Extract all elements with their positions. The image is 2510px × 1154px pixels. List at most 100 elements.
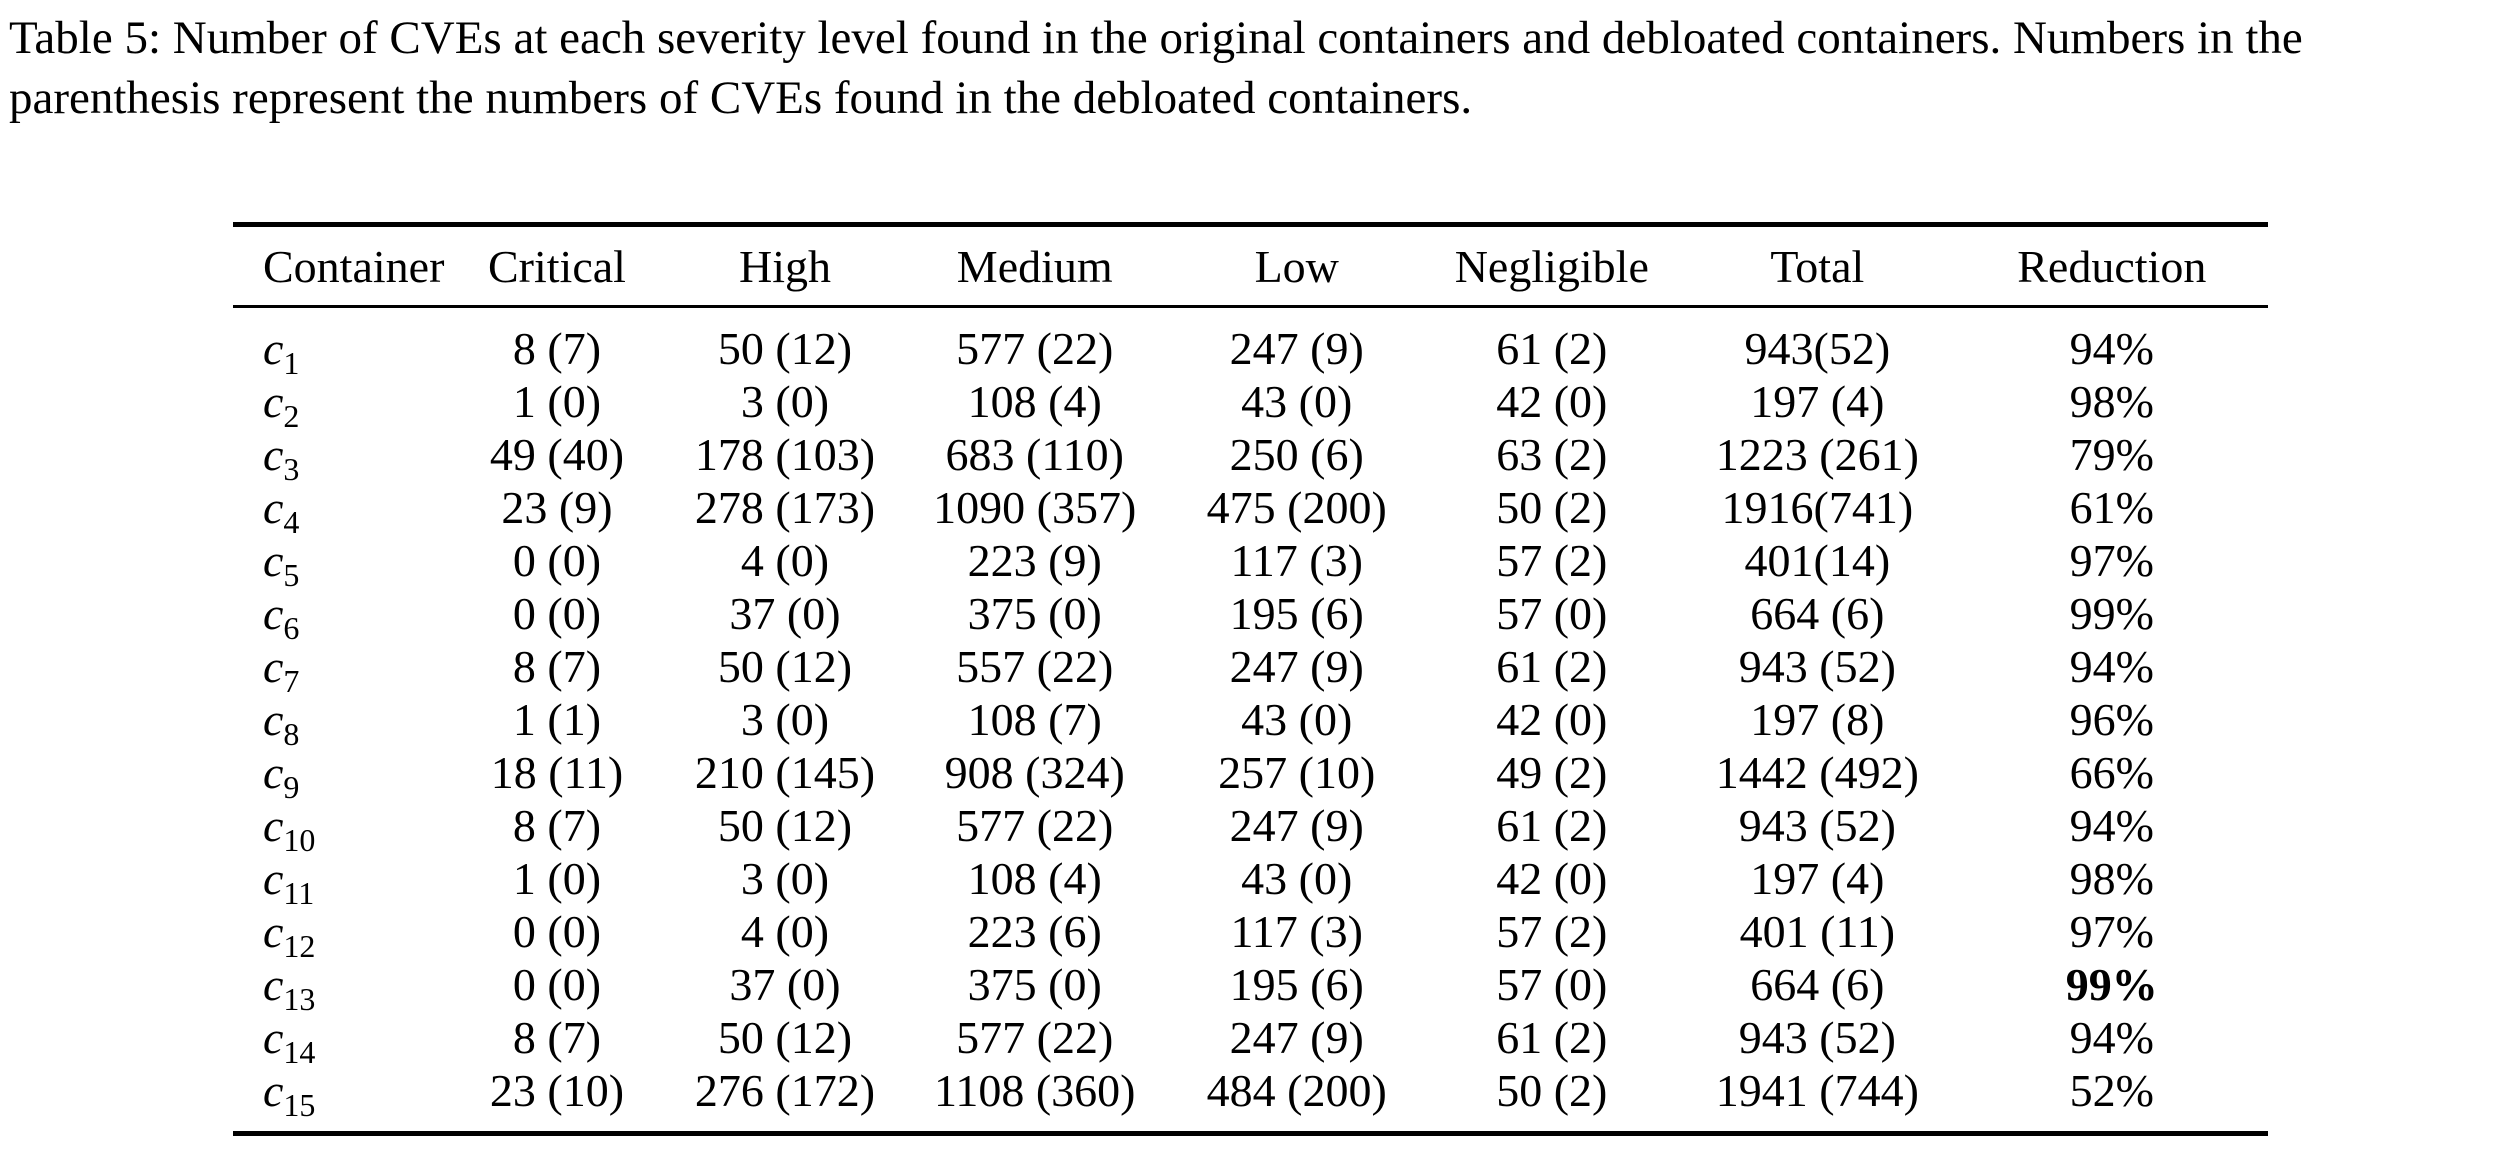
cell-total: 401(14): [1744, 535, 1891, 586]
cell-negligible: 42 (0): [1496, 376, 1608, 427]
container-index: 15: [283, 1087, 316, 1123]
cell-total: 943(52): [1744, 323, 1891, 374]
cell-negligible: 63 (2): [1496, 429, 1608, 480]
cell-critical: 23 (10): [489, 1065, 625, 1116]
cell-low: 43 (0): [1241, 376, 1353, 427]
cell-reduction: 96%: [2069, 694, 2154, 745]
cell-high: 37 (0): [729, 959, 841, 1010]
cell-container: c9: [233, 746, 444, 803]
cell-container: c2: [233, 375, 444, 432]
container-name: c: [263, 694, 284, 745]
cell-reduction: 52%: [2069, 1065, 2154, 1116]
cell-medium: 1108 (360): [934, 1065, 1136, 1116]
container-index: 7: [283, 663, 300, 699]
container-name: c: [263, 747, 284, 798]
container-index: 9: [283, 769, 300, 805]
container-index: 10: [283, 822, 316, 858]
cell-medium: 908 (324): [944, 747, 1125, 798]
cell-total: 943 (52): [1738, 641, 1896, 692]
cell-critical: 1 (0): [512, 376, 602, 427]
cell-negligible: 49 (2): [1496, 747, 1608, 798]
container-index: 14: [283, 1034, 316, 1070]
cell-container: c10: [233, 799, 444, 856]
table-row: c14 8 (7) 50 (12) 577 (22) 247 (9) 61 (2) 943 …: [233, 1011, 2268, 1068]
container-name: c: [263, 800, 284, 851]
table-row: c15 23 (10) 276 (172) 1108 (360) 484 (200) 50…: [233, 1064, 2268, 1134]
cell-container: c1: [233, 307, 444, 379]
cell-medium: 108 (4): [967, 853, 1102, 904]
cell-low: 475 (200): [1206, 482, 1387, 533]
table-row: c8 1 (1) 3 (0) 108 (7) 43 (0) 42 (0) 197 (8) 96…: [233, 693, 2268, 750]
cell-high: 50 (12): [717, 800, 853, 851]
cell-reduction: 66%: [2069, 747, 2154, 798]
cell-low: 117 (3): [1230, 906, 1363, 957]
cell-medium: 557 (22): [956, 641, 1114, 692]
cell-reduction: 97%: [2069, 906, 2154, 957]
cell-medium: 683 (110): [945, 429, 1124, 480]
cell-high: 276 (172): [694, 1065, 876, 1116]
cell-medium: 1090 (357): [933, 482, 1137, 533]
cell-low: 247 (9): [1229, 800, 1364, 851]
header-total: Total: [1770, 240, 1865, 292]
container-index: 11: [283, 875, 315, 911]
container-index: 2: [283, 398, 300, 434]
cell-negligible: 61 (2): [1496, 1012, 1608, 1063]
cell-negligible: 61 (2): [1496, 323, 1608, 374]
cell-reduction: 97%: [2069, 535, 2154, 586]
cell-critical: 8 (7): [512, 800, 602, 851]
cell-high: 178 (103): [694, 429, 876, 480]
cell-negligible: 42 (0): [1496, 853, 1608, 904]
container-index: 5: [283, 557, 300, 593]
container-index: 13: [283, 981, 316, 1017]
cell-reduction: 94%: [2069, 323, 2154, 374]
cell-total: 401 (11): [1739, 906, 1896, 957]
cell-high: 50 (12): [717, 641, 853, 692]
cell-container: c6: [233, 587, 444, 644]
cell-high: 4 (0): [740, 535, 830, 586]
cell-critical: 8 (7): [512, 1012, 602, 1063]
cell-high: 37 (0): [729, 588, 841, 639]
table-row: c6 0 (0) 37 (0) 375 (0) 195 (6) 57 (0) 664 (6)…: [233, 587, 2268, 644]
cell-critical: 1 (0): [512, 853, 602, 904]
container-index: 4: [283, 504, 300, 540]
container-name: c: [263, 853, 284, 904]
cell-low: 247 (9): [1229, 1012, 1364, 1063]
container-name: c: [263, 482, 284, 533]
header-high: High: [739, 240, 831, 292]
cell-negligible: 57 (2): [1496, 535, 1608, 586]
container-index: 3: [283, 451, 300, 487]
cell-negligible: 50 (2): [1496, 482, 1608, 533]
cell-negligible: 57 (0): [1496, 588, 1608, 639]
cell-container: c4: [233, 481, 444, 538]
cell-total: 943 (52): [1738, 800, 1896, 851]
table-row: c13 0 (0) 37 (0) 375 (0) 195 (6) 57 (0) 664 (6…: [233, 958, 2268, 1015]
cell-container: c8: [233, 693, 444, 750]
cell-medium: 375 (0): [967, 959, 1102, 1010]
container-name: c: [263, 323, 284, 374]
table-row: c9 18 (11) 210 (145) 908 (324) 257 (10) 49 (2…: [233, 746, 2268, 803]
container-name: c: [263, 641, 284, 692]
cell-critical: 0 (0): [512, 588, 602, 639]
cell-low: 247 (9): [1229, 323, 1364, 374]
cell-reduction: 61%: [2069, 482, 2154, 533]
cell-total: 943 (52): [1738, 1012, 1896, 1063]
container-name: c: [263, 588, 284, 639]
container-name: c: [263, 906, 284, 957]
cell-medium: 577 (22): [956, 323, 1114, 374]
container-name: c: [263, 429, 284, 480]
cell-low: 117 (3): [1230, 535, 1363, 586]
table-row: c2 1 (0) 3 (0) 108 (4) 43 (0) 42 (0) 197 (4) 98…: [233, 375, 2268, 432]
cell-negligible: 42 (0): [1496, 694, 1608, 745]
cell-medium: 108 (7): [967, 694, 1102, 745]
cell-reduction: 99%: [2065, 959, 2158, 1010]
cell-high: 3 (0): [740, 376, 830, 427]
cell-reduction: 94%: [2069, 800, 2154, 851]
cell-reduction: 99%: [2069, 588, 2154, 639]
cell-container: c14: [233, 1011, 444, 1068]
container-name: c: [263, 1012, 284, 1063]
cell-high: 50 (12): [717, 323, 853, 374]
container-name: c: [263, 535, 284, 586]
cell-high: 210 (145): [694, 747, 876, 798]
cell-container: c15: [233, 1064, 444, 1134]
cell-low: 195 (6): [1229, 959, 1364, 1010]
